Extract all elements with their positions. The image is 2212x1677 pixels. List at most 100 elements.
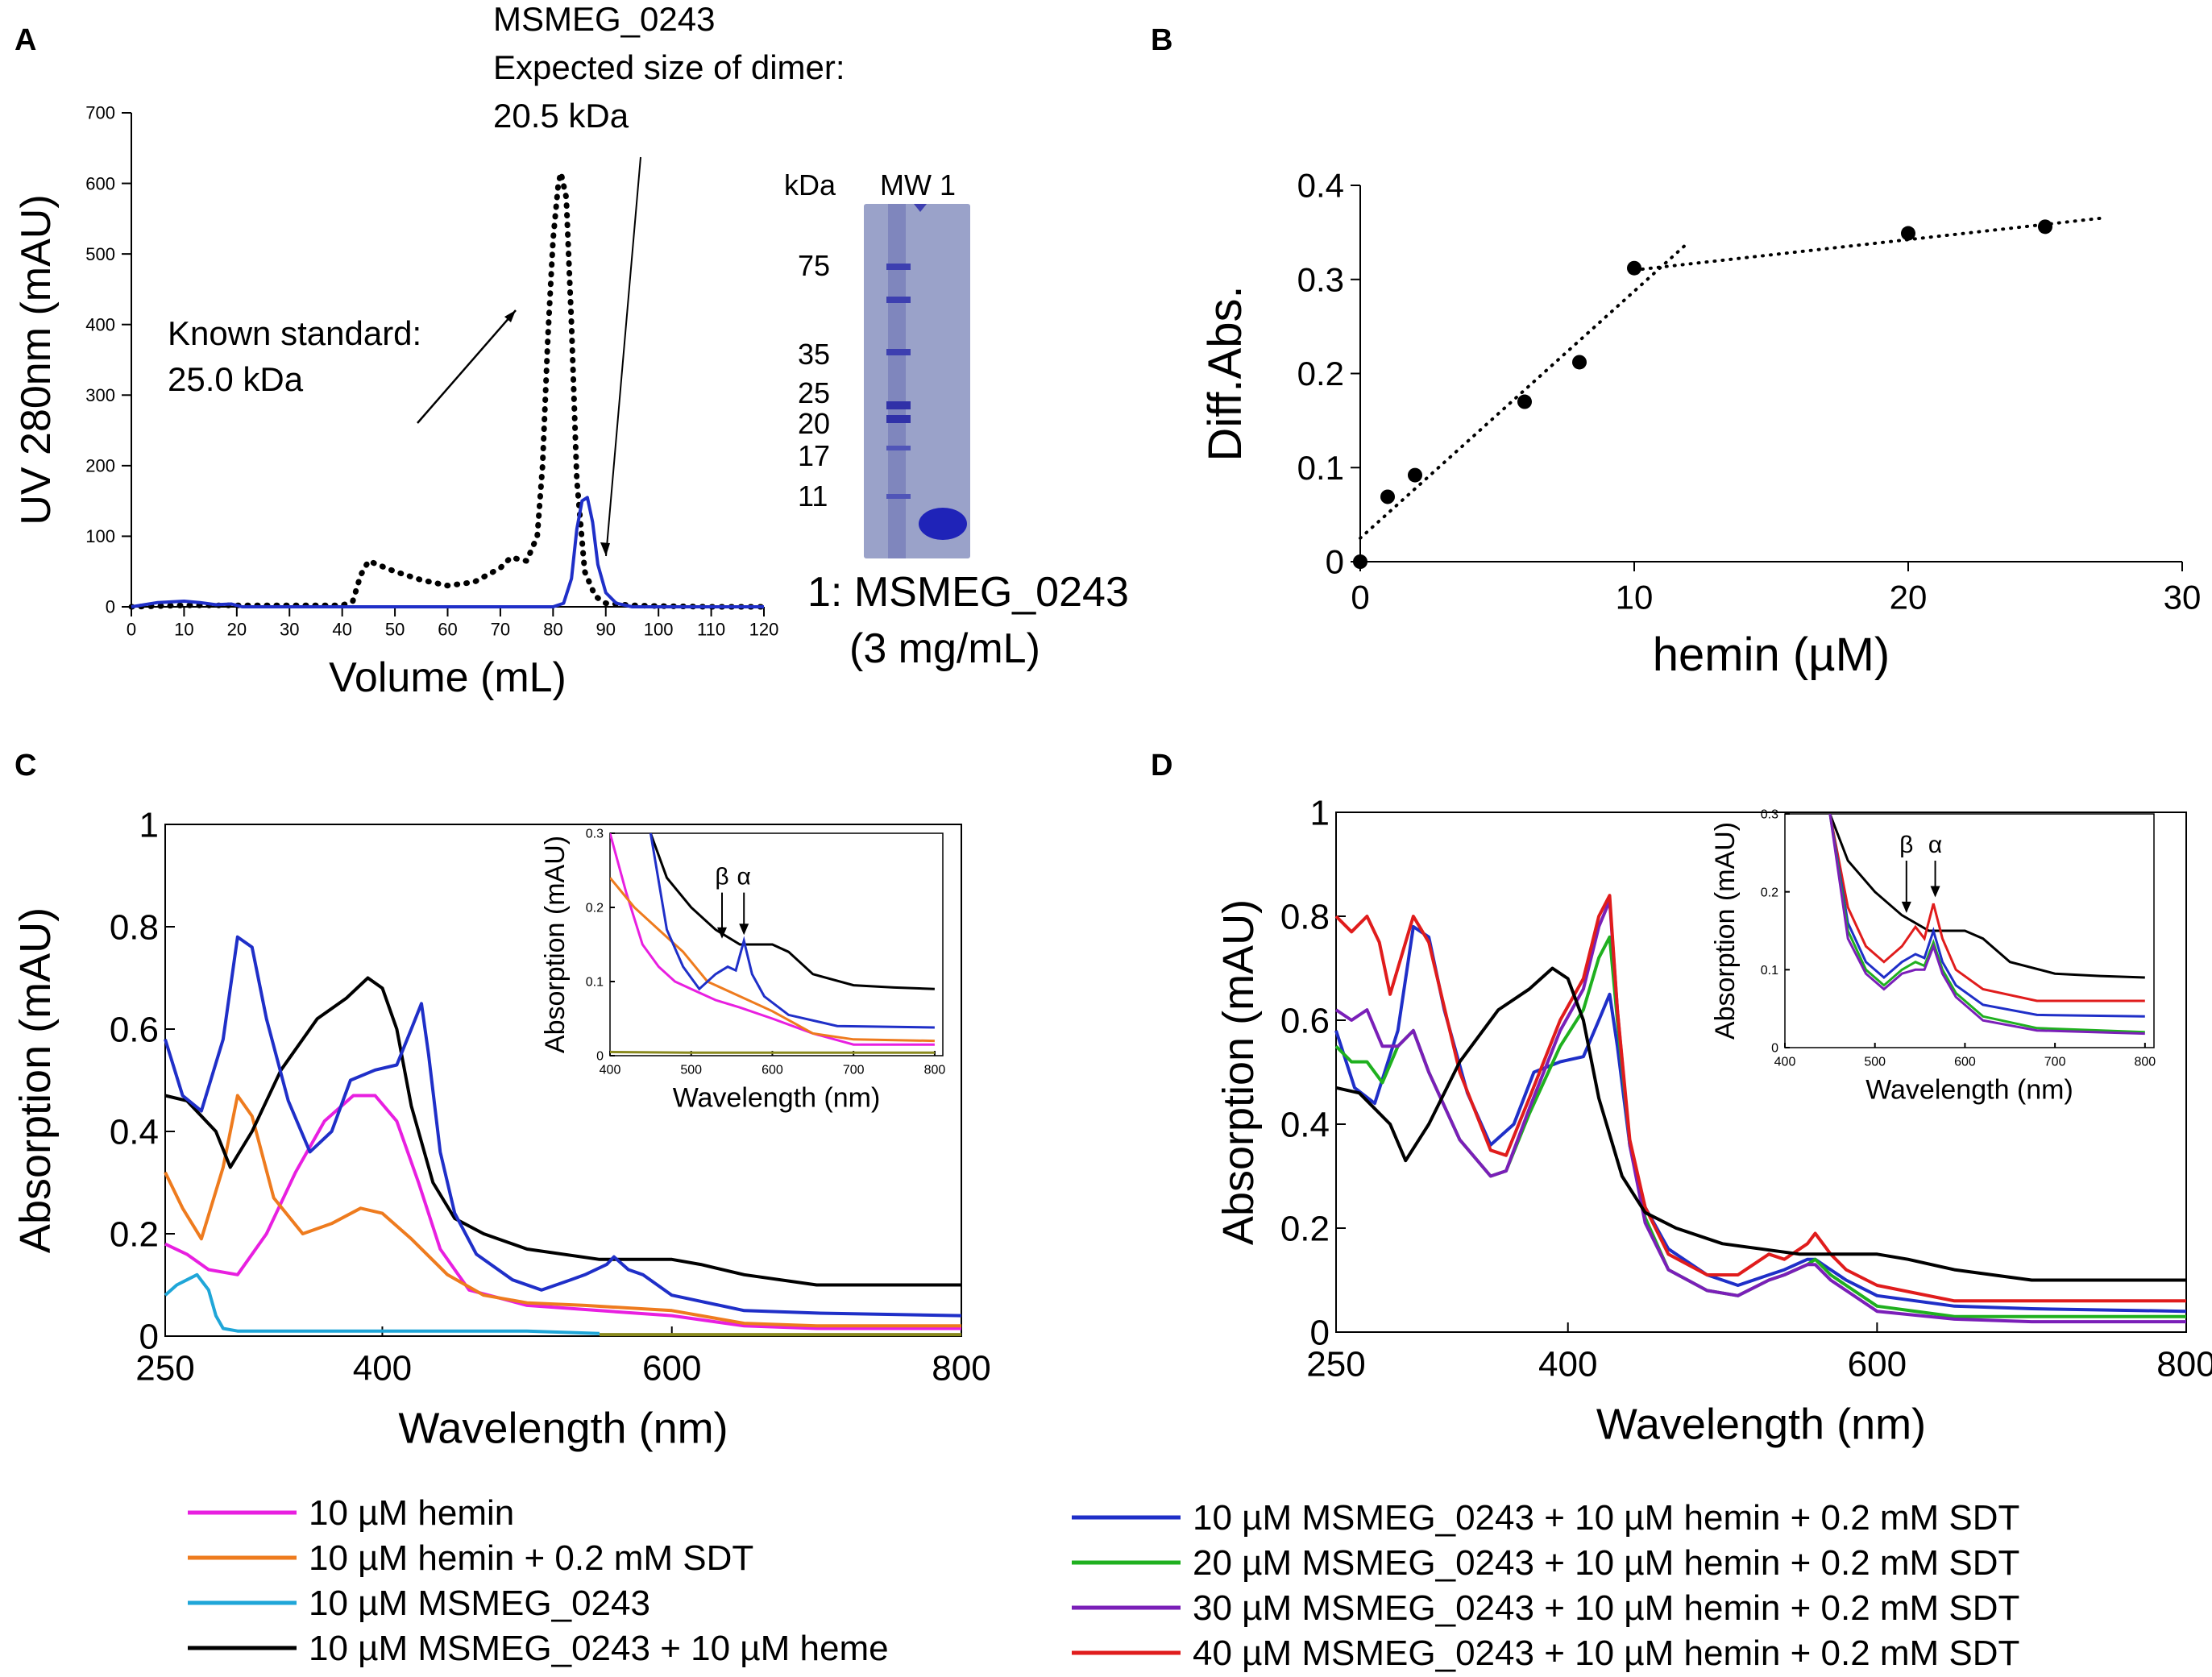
series-line-msmeg-0243 — [131, 496, 764, 608]
panel-a-x-tick-label: 90 — [596, 619, 616, 639]
panel-b-x-tick-label: 0 — [1351, 578, 1369, 616]
panel-label-d: D — [1151, 749, 1172, 782]
panel-a-y-axis-label: UV 280nm (mAU) — [13, 194, 60, 525]
panel-c-inset-bg — [610, 833, 943, 1056]
panel-d-inset-x-tick-label: 500 — [1864, 1055, 1886, 1069]
panel-d-y-tick-label: 0 — [1310, 1313, 1330, 1352]
panel-a-x-tick-label: 60 — [438, 619, 457, 639]
panel-a-x-tick-label: 110 — [697, 619, 725, 639]
gel-lanes-header: MW 1 — [880, 168, 956, 201]
arrow-dimer — [605, 156, 641, 557]
panel-d-x-tick-label: 250 — [1306, 1345, 1365, 1384]
series-line-known-standard — [128, 169, 767, 610]
panel-c-x-tick-label: 600 — [642, 1349, 701, 1389]
inset-series-line — [1828, 814, 2145, 1034]
panel-d-y-tick-label: 0.8 — [1280, 897, 1330, 936]
panel-c-inset-x-axis-label: Wavelength (nm) — [673, 1083, 881, 1114]
inset-series-line — [1828, 814, 2145, 1036]
panel-c-inset-y-tick-label: 0 — [596, 1050, 604, 1064]
panel-c-inset-x-tick-label: 600 — [762, 1063, 783, 1077]
panel-a-x-tick-label: 70 — [491, 619, 510, 639]
gel-band-50 — [886, 297, 911, 303]
panel-c-legend-label: 10 µM hemin + 0.2 mM SDT — [309, 1538, 753, 1578]
panel-c-inset-y-axis-label: Absorption (mAU) — [540, 836, 571, 1053]
panel-label-c: C — [15, 749, 36, 782]
annotation-dimer-line3: 20.5 kDa — [493, 97, 629, 135]
gel-ladder-25: 25 — [798, 376, 830, 409]
panel-d-y-axis-label: Absorption (mAU) — [1214, 899, 1263, 1245]
panel-b-x-tick-label: 20 — [1890, 578, 1928, 616]
panel-a-x-tick-label: 10 — [174, 619, 193, 639]
panel-d-inset-plot-frame — [1784, 813, 2155, 1048]
panel-c-plot-frame — [164, 824, 962, 1337]
panel-c-inset-y-tick-label: 0.2 — [586, 902, 604, 915]
panel-a-x-tick-label: 40 — [332, 619, 351, 639]
panel-d-inset-x-axis-label: Wavelength (nm) — [1865, 1075, 2073, 1106]
panel-b-x-tick-label: 10 — [1616, 578, 1654, 616]
gel-band-35 — [886, 349, 911, 355]
gel-band-11 — [886, 494, 911, 499]
panel-c-legend-label: 10 µM MSMEG_0243 — [309, 1584, 650, 1623]
gel-kda-header: kDa — [784, 168, 836, 201]
fit-line — [1633, 216, 2102, 272]
panel-a-x-axis-label: Volume (mL) — [329, 654, 566, 701]
inset-series-line — [649, 833, 935, 990]
panel-b-y-tick-label: 0 — [1326, 543, 1344, 581]
panel-c-x-tick-label: 400 — [353, 1349, 412, 1389]
panel-c-y-tick-label: 1 — [139, 805, 159, 845]
panel-c-legend-label: 10 µM hemin — [309, 1493, 514, 1533]
arrow-standard — [417, 309, 517, 424]
panel-a-y-tick-label: 100 — [85, 526, 115, 546]
gel-image — [864, 204, 970, 558]
gel-ladder-17: 17 — [798, 439, 830, 472]
data-point — [1408, 467, 1422, 483]
panel-d-x-axis-label: Wavelength (nm) — [1596, 1401, 1926, 1449]
panel-a-y-tick-label: 500 — [85, 244, 115, 264]
inset-series-line — [1828, 814, 2145, 1018]
gel-band-25 — [886, 401, 911, 409]
panel-a-x-tick-label: 0 — [127, 619, 136, 639]
panel-d-inset-x-tick-label: 400 — [1774, 1055, 1796, 1069]
data-point — [1627, 260, 1641, 276]
panel-a-y-tick-label: 700 — [85, 103, 115, 123]
panel-d-plot-frame — [1335, 812, 2187, 1333]
panel-d-inset-x-tick-label: 700 — [2044, 1055, 2066, 1069]
panel-d-legend-label: 20 µM MSMEG_0243 + 10 µM hemin + 0.2 mM … — [1193, 1543, 2019, 1583]
panel-c-y-tick-label: 0.2 — [110, 1214, 159, 1254]
data-point — [1572, 355, 1587, 370]
panel-d-inset-y-tick-label: 0.3 — [1761, 808, 1778, 822]
panel-d-x-tick-label: 800 — [2156, 1345, 2212, 1384]
panel-c-inset-arrowhead — [739, 924, 749, 936]
panel-c-inset-arrow-label: α — [737, 864, 751, 890]
panel-c-inset-x-tick-label: 700 — [843, 1063, 865, 1077]
annotation-dimer-line2: Expected size of dimer: — [493, 48, 845, 86]
panel-d-inset-y-tick-label: 0.2 — [1761, 886, 1778, 899]
panel-d-inset-y-tick-label: 0.1 — [1761, 964, 1778, 978]
data-point — [1380, 489, 1395, 504]
panel-c-y-tick-label: 0 — [139, 1317, 159, 1356]
panel-b-x-axis-label: hemin (µM) — [1653, 629, 1890, 681]
gel-ladder-35: 35 — [798, 338, 830, 371]
panel-d-inset-bg — [1785, 814, 2154, 1048]
panel-a-x-tick-label: 120 — [749, 619, 779, 639]
panel-c-x-axis-label: Wavelength (nm) — [398, 1405, 728, 1453]
panel-d-inset-y-axis-label: Absorption (mAU) — [1710, 822, 1741, 1040]
panel-c-legend-label: 10 µM MSMEG_0243 + 10 µM heme — [309, 1629, 889, 1668]
panel-d-legend-label: 10 µM MSMEG_0243 + 10 µM hemin + 0.2 mM … — [1193, 1498, 2019, 1538]
data-point — [2038, 219, 2052, 235]
panel-b-y-axis-label: Diff.Abs. — [1199, 285, 1251, 461]
panel-b-y-tick-label: 0.2 — [1297, 355, 1344, 392]
panel-d-inset-y-tick-label: 0 — [1771, 1042, 1778, 1056]
panel-label-a: A — [15, 23, 36, 57]
series-line — [164, 1094, 961, 1328]
series-line — [164, 976, 961, 1287]
panel-d-y-tick-label: 0.2 — [1280, 1209, 1330, 1248]
panel-c-x-tick-label: 800 — [932, 1349, 990, 1389]
panel-d-y-tick-label: 0.6 — [1280, 1001, 1330, 1040]
fit-line — [1359, 240, 1691, 540]
inset-series-line — [610, 877, 935, 1043]
panel-d-legend-label: 30 µM MSMEG_0243 + 10 µM hemin + 0.2 mM … — [1193, 1588, 2019, 1628]
annotation-dimer-line1: MSMEG_0243 — [493, 0, 715, 38]
panel-c-inset-plot-frame — [609, 832, 944, 1056]
